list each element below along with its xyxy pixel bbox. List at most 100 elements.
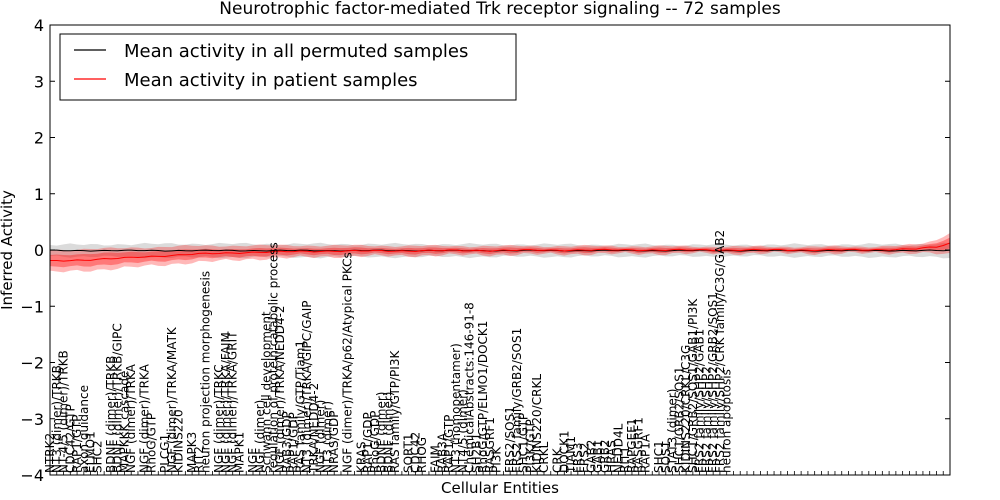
y-tick-label: 3 [34,72,44,91]
legend-label-patient: Mean activity in patient samples [124,70,418,91]
x-tick-label: HRAS [605,440,619,473]
x-tick-label: NT3 (dimer) [320,401,334,473]
x-tick-label: FRS2/SOS1 [503,406,517,473]
chart-title: Neurotrophic factor-mediated Trk recepto… [219,0,781,19]
x-tick-label: BDNF (dimer) [375,392,389,474]
x-tick-label: RAP1/GDP [287,412,301,473]
x-tick-label: NGF (dimer)/TRKA/GRIT [226,331,240,473]
x-tick-label: RHOG [415,437,429,473]
x-tick-label: regulation of protein catabolic process [266,242,280,473]
x-tick-label: neuron apoptosis [720,369,734,473]
x-tick-label: NGF (dimer)/TRKC [212,364,226,473]
x-tick-label: RAS family/GTP/Tiam1 [293,340,307,473]
x-tick-label: CDC42 [408,432,422,473]
x-tick-label: NGF (dimer)/TRKA/NEDD4-2 [273,305,287,473]
x-tick-label: CDC42/GTP [63,404,77,473]
patient-mean-line [49,242,951,262]
x-tick-label: NRAS/GDP [327,411,341,473]
x-tick-label: RhoG/GDP [368,411,382,473]
x-tick-label: FRS2 family/SHP2/CRK family/C3G/GAB2 [713,230,727,473]
x-tick-label: RAB3A [436,432,450,473]
x-tick-label: TIAM1 [564,436,578,474]
x-tick-label: NGF (dimer)/TRKA [124,363,138,473]
x-tick-label: RAB3/GDP [280,411,294,473]
x-tick-label: BDNF (dimer) [381,392,395,474]
y-tick-label: 1 [34,185,44,204]
x-axis-label: Cellular Entities [441,479,559,497]
x-tick-label: FRS2 family/SHP2 [699,366,713,473]
x-tick-label: GRB2 [598,439,612,473]
x-tick-label: KRAS [354,441,368,473]
x-tick-label: RAS family/GTP/PI3K [388,350,402,473]
x-tick-label: PI3K/GTP [524,419,538,473]
x-tick-label: FRS2 family/SHP2/GRB2/SOS1 [706,292,720,473]
x-tick-label: BDNF (dimer)/TRKB/GIPC [111,323,125,473]
x-tick-label: RAP1A [639,433,653,473]
x-tick-label: DOCK1 [557,430,571,473]
y-tick-label: −2 [20,354,44,373]
x-tick-label: Schwann cell development [260,311,274,473]
x-tick-label: NGF (dimer)/TRKA/FAIM [219,332,233,473]
y-tick-label: 4 [34,16,44,35]
x-tick-label: NGF (dimer)/TRKA/p62/Atypical PKCs [341,252,355,473]
x-tick-label: SORT1 [402,434,416,474]
x-tick-label: SHC1/GTP [517,413,531,473]
x-tick-label: neuron projection morphogenesis [199,271,213,473]
x-tick-label: RAP1/GTP [442,415,456,473]
x-tick-label: FRS2 [578,443,592,474]
series-lines [49,242,951,262]
x-tick-label: RAP1/GDP [361,412,375,473]
x-tick-label: KIDINS220/CRKL/C3G [679,345,693,473]
x-tick-label: PI3K [490,446,504,473]
x-tick-label: FRS3 [571,443,585,474]
x-tick-label: TRKA/NEDD4-2 [307,383,321,474]
x-tick-label: SH2B1 [469,433,483,473]
legend-label-permuted: Mean activity in all permuted samples [124,41,468,62]
x-axis-ticks [49,471,951,475]
x-tick-label: GAB1 [591,440,605,473]
y-tick-label: 2 [34,129,44,148]
x-tick-label: NGF (dimer)/TRKA/MATK [165,326,179,473]
y-tick-label: 0 [34,241,44,260]
x-tick-label: NT3 (homopentamer) [449,343,463,473]
x-tick-label: ELMO1 [84,431,98,473]
x-tick-label: MAPKKK cascade [117,371,131,473]
x-tick-label: axon guidance [77,385,91,473]
x-tick-label: FRS2 family/SHP2/GAB1 [693,329,707,473]
x-tick-label: FRS2 family/GRB2/SOS1 [510,328,524,473]
x-tick-label: PLCG1 [158,434,172,473]
legend-box [59,33,517,101]
x-tick-label: NGF (dimer) [253,400,267,473]
x-tick-label: CRK [551,447,565,473]
x-tick-label: KIDINS220/CRKL [530,374,544,473]
x-tick-label: RIT2 [192,446,206,473]
y-tick-label: −3 [20,410,44,429]
x-tick-label: GAB2 [584,440,598,473]
x-tick-label: NEDD4L [611,423,625,473]
x-tick-label: NT4/5 (dimer) [456,389,470,473]
x-tick-label: RhoG/GTP [145,413,159,473]
x-tick-label: RAP1/GTP [70,415,84,473]
x-tick-label: SHC1/GRB2/SOS1 [672,366,686,473]
x-tick-label: NT-4/5 (dimer)/TRKB [57,350,71,473]
y-tick-label: −4 [20,466,44,485]
patient-outer-band [50,233,950,273]
x-tick-label: NT3 (dimer)/TRKB [50,365,64,473]
legend: Mean activity in all permuted samples Me… [59,33,517,101]
x-tick-label: SOS1 [659,441,673,473]
x-tick-label: SHC1/GRB2/SOS1/GAB1/PI3K [686,298,700,473]
x-tick-label: CRKL [537,441,551,473]
confidence-bands [50,233,950,273]
x-tick-label: NGF [246,448,260,473]
x-tick-label: SHC1 [652,440,666,473]
x-tick-label: STAT3 (dimer) [666,389,680,473]
x-tick-label: RASGRF1 [632,417,646,473]
x-tick-label: RhoG/GTP/ELMO1/DOCK1 [476,321,490,473]
x-tick-label: RIT1 [618,446,632,473]
x-tick-label: KIDINS220 [172,409,186,473]
x-tick-label: NT3 (dimer)/TRKA/GIPC/GAIP [300,301,314,473]
y-axis-label: Inferred Activity [0,190,16,310]
x-tick-label: BDNF (dimer)/TRKB [104,356,118,473]
